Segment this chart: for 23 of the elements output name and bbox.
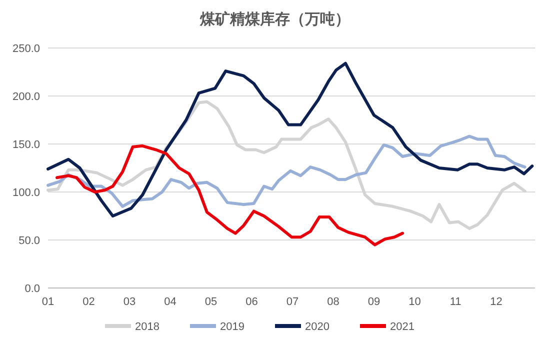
legend-label: 2020 bbox=[305, 321, 330, 333]
chart-title: 煤矿精煤库存（万吨） bbox=[199, 10, 350, 28]
x-tick-label: 11 bbox=[450, 296, 462, 308]
x-tick-label: 02 bbox=[82, 296, 95, 308]
x-tick-label: 05 bbox=[204, 296, 218, 308]
y-tick-label: 200.0 bbox=[12, 91, 40, 103]
x-tick-label: 08 bbox=[327, 296, 340, 308]
x-tick-label: 03 bbox=[123, 296, 136, 308]
legend-label: 2021 bbox=[390, 321, 414, 333]
y-tick-label: 100.0 bbox=[12, 187, 40, 199]
y-tick-label: 0.0 bbox=[24, 283, 40, 295]
x-tick-label: 09 bbox=[368, 296, 380, 308]
legend-label: 2019 bbox=[220, 321, 244, 333]
x-tick-label: 04 bbox=[164, 296, 176, 308]
legend-label: 2018 bbox=[135, 321, 160, 333]
y-tick-label: 250.0 bbox=[12, 43, 40, 55]
y-tick-label: 50.0 bbox=[18, 235, 40, 247]
x-tick-label: 06 bbox=[246, 296, 258, 308]
x-tick-label: 07 bbox=[286, 296, 299, 308]
x-tick-label: 12 bbox=[490, 296, 502, 308]
x-tick-label: 10 bbox=[408, 296, 421, 308]
y-tick-label: 150.0 bbox=[12, 139, 40, 151]
x-tick-label: 01 bbox=[42, 296, 54, 308]
